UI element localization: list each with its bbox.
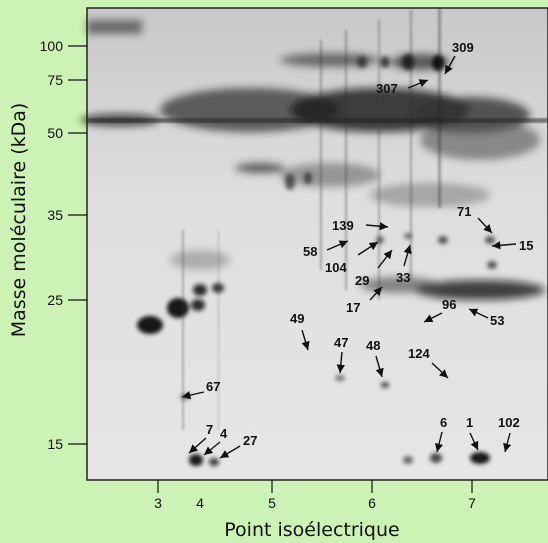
spot-arrow-6 (434, 431, 444, 453)
y-axis: 100 75 50 35 25 15 Masse moléculaire (kD… (8, 38, 87, 452)
spot-arrow-48 (375, 355, 384, 378)
spot-label-307: 307 (376, 81, 398, 96)
spot-label-48: 48 (366, 338, 380, 353)
y-tick-label: 75 (47, 72, 63, 88)
spot-label-139: 139 (332, 218, 354, 233)
spot-arrow-307 (407, 79, 429, 89)
spot-arrow-47 (336, 351, 345, 374)
spot-label-104: 104 (325, 260, 347, 275)
spot-label-124: 124 (408, 346, 430, 361)
spot-arrow-139 (365, 222, 389, 231)
spot-label-7: 7 (206, 422, 213, 437)
spot-arrow-102 (503, 432, 512, 453)
spot-arrow-1 (469, 432, 479, 451)
spot-label-309: 309 (452, 40, 474, 55)
spot-label-49: 49 (290, 311, 304, 326)
spot-label-67: 67 (206, 379, 220, 394)
spot-arrow-27 (219, 445, 241, 459)
spot-arrow-7 (188, 437, 207, 454)
x-tick-label: 7 (468, 495, 476, 511)
x-tick-label: 3 (154, 495, 162, 511)
spot-label-27: 27 (243, 433, 257, 448)
spot-arrow-29 (377, 249, 393, 269)
spot-label-58: 58 (303, 244, 317, 259)
spot-arrow-15 (491, 241, 517, 250)
spot-arrow-49 (301, 329, 310, 351)
spot-label-53: 53 (490, 313, 504, 328)
spot-arrow-4 (203, 441, 221, 456)
spot-arrow-33 (403, 244, 412, 267)
spot-arrow-58 (326, 240, 349, 251)
spot-label-71: 71 (457, 204, 471, 219)
spot-arrow-96 (423, 312, 443, 323)
spot-label-29: 29 (355, 273, 369, 288)
spot-label-15: 15 (519, 238, 533, 253)
spot-arrow-71 (477, 217, 493, 234)
y-tick-label: 25 (47, 292, 63, 308)
spot-arrow-67 (181, 391, 205, 400)
spot-label-47: 47 (334, 335, 348, 350)
spot-annotations: 309 307 71 139 15 58 104 29 33 17 96 53 … (181, 40, 533, 459)
y-tick-label: 15 (47, 436, 63, 452)
spot-arrow-124 (431, 362, 449, 379)
spot-arrow-309 (444, 55, 456, 75)
x-axis-title: Point isoélectrique (224, 519, 399, 541)
spot-label-102: 102 (498, 415, 520, 430)
y-tick-label: 35 (47, 207, 63, 223)
x-tick-label: 4 (196, 495, 204, 511)
spot-label-96: 96 (442, 297, 456, 312)
spot-arrow-53 (468, 308, 489, 319)
spot-label-4: 4 (220, 426, 228, 441)
spot-label-1: 1 (466, 415, 473, 430)
y-axis-title: Masse moléculaire (kDa) (8, 103, 30, 338)
x-axis: 3 4 5 6 7 Point isoélectrique (154, 480, 476, 541)
gel-image (80, 7, 548, 481)
spot-arrow-17 (369, 286, 383, 301)
x-tick-label: 5 (268, 495, 276, 511)
y-tick-label: 50 (47, 125, 63, 141)
y-tick-label: 100 (40, 38, 64, 54)
x-tick-label: 6 (368, 495, 376, 511)
spot-label-6: 6 (440, 415, 447, 430)
spot-arrow-104 (357, 241, 379, 256)
spot-label-17: 17 (346, 300, 360, 315)
spot-label-33: 33 (396, 270, 410, 285)
